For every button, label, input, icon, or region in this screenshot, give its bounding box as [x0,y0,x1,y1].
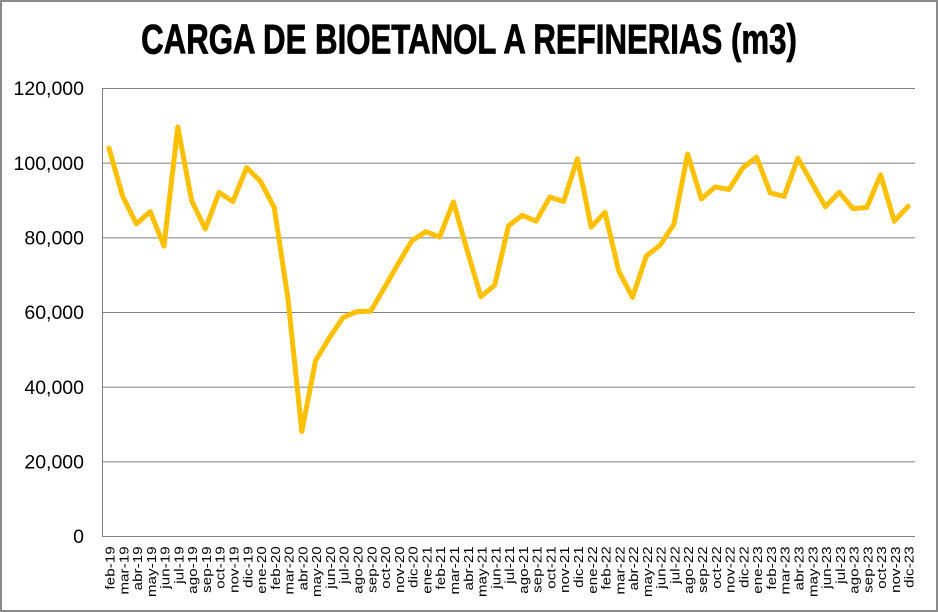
svg-text:feb-20: feb-20 [268,546,283,589]
svg-text:nov-20: nov-20 [392,546,407,593]
svg-text:may-22: may-22 [640,546,655,597]
svg-text:oct-23: oct-23 [874,546,889,589]
svg-text:oct-19: oct-19 [213,546,228,589]
svg-text:feb-21: feb-21 [433,546,448,589]
svg-text:ago-23: ago-23 [846,546,861,594]
svg-text:oct-20: oct-20 [378,546,393,589]
svg-text:mar-21: mar-21 [447,546,462,594]
svg-text:feb-22: feb-22 [598,546,613,589]
svg-text:120,000: 120,000 [14,78,85,100]
svg-text:sep-22: sep-22 [695,546,710,593]
svg-text:80,000: 80,000 [24,228,84,250]
svg-text:sep-23: sep-23 [860,546,875,593]
svg-text:oct-22: oct-22 [709,546,724,589]
svg-text:40,000: 40,000 [24,377,84,399]
svg-text:dic-19: dic-19 [240,546,255,588]
svg-text:sep-20: sep-20 [364,546,379,593]
svg-text:abr-22: abr-22 [626,546,641,590]
svg-text:ago-21: ago-21 [516,546,531,594]
svg-text:nov-23: nov-23 [888,546,903,593]
svg-text:mar-20: mar-20 [281,546,296,594]
svg-text:ene-21: ene-21 [419,546,434,594]
svg-text:feb-23: feb-23 [764,546,779,589]
svg-text:may-20: may-20 [309,546,324,597]
svg-text:mar-19: mar-19 [116,546,131,594]
svg-text:dic-22: dic-22 [736,546,751,588]
svg-text:dic-23: dic-23 [902,546,917,588]
svg-text:60,000: 60,000 [24,302,84,324]
svg-text:abr-23: abr-23 [791,546,806,590]
svg-text:100,000: 100,000 [14,153,85,175]
svg-text:jun-20: jun-20 [323,546,338,590]
svg-text:ene-23: ene-23 [750,546,765,594]
svg-text:jun-21: jun-21 [488,546,503,590]
svg-text:may-21: may-21 [474,546,489,597]
svg-text:oct-21: oct-21 [543,546,558,589]
svg-text:jun-23: jun-23 [819,546,834,590]
svg-text:ago-19: ago-19 [185,546,200,594]
svg-text:dic-20: dic-20 [405,546,420,588]
svg-text:ago-22: ago-22 [681,546,696,594]
svg-text:abr-21: abr-21 [461,546,476,590]
svg-text:jun-19: jun-19 [157,546,172,590]
svg-text:abr-19: abr-19 [130,546,145,590]
svg-text:may-19: may-19 [144,546,159,597]
svg-text:mar-23: mar-23 [778,546,793,594]
svg-text:dic-21: dic-21 [571,546,586,588]
svg-text:may-23: may-23 [805,546,820,597]
svg-text:nov-22: nov-22 [722,546,737,593]
svg-text:abr-20: abr-20 [295,546,310,590]
svg-text:ago-20: ago-20 [350,546,365,594]
svg-text:nov-19: nov-19 [226,546,241,593]
svg-text:jul-20: jul-20 [337,546,352,585]
svg-text:sep-19: sep-19 [199,546,214,593]
svg-text:jul-23: jul-23 [833,546,848,585]
svg-text:ene-20: ene-20 [254,546,269,594]
svg-text:jul-22: jul-22 [667,546,682,585]
svg-text:feb-19: feb-19 [102,546,117,589]
svg-text:mar-22: mar-22 [612,546,627,594]
svg-text:ene-22: ene-22 [585,546,600,594]
svg-text:CARGA DE BIOETANOL A REFINERIA: CARGA DE BIOETANOL A REFINERIAS (m3) [141,16,797,63]
svg-text:20,000: 20,000 [24,452,84,474]
svg-text:jun-22: jun-22 [654,546,669,590]
svg-text:jul-19: jul-19 [171,546,186,585]
svg-text:sep-21: sep-21 [530,546,545,593]
svg-text:nov-21: nov-21 [557,546,572,593]
svg-text:jul-21: jul-21 [502,546,517,585]
svg-text:0: 0 [73,526,84,548]
